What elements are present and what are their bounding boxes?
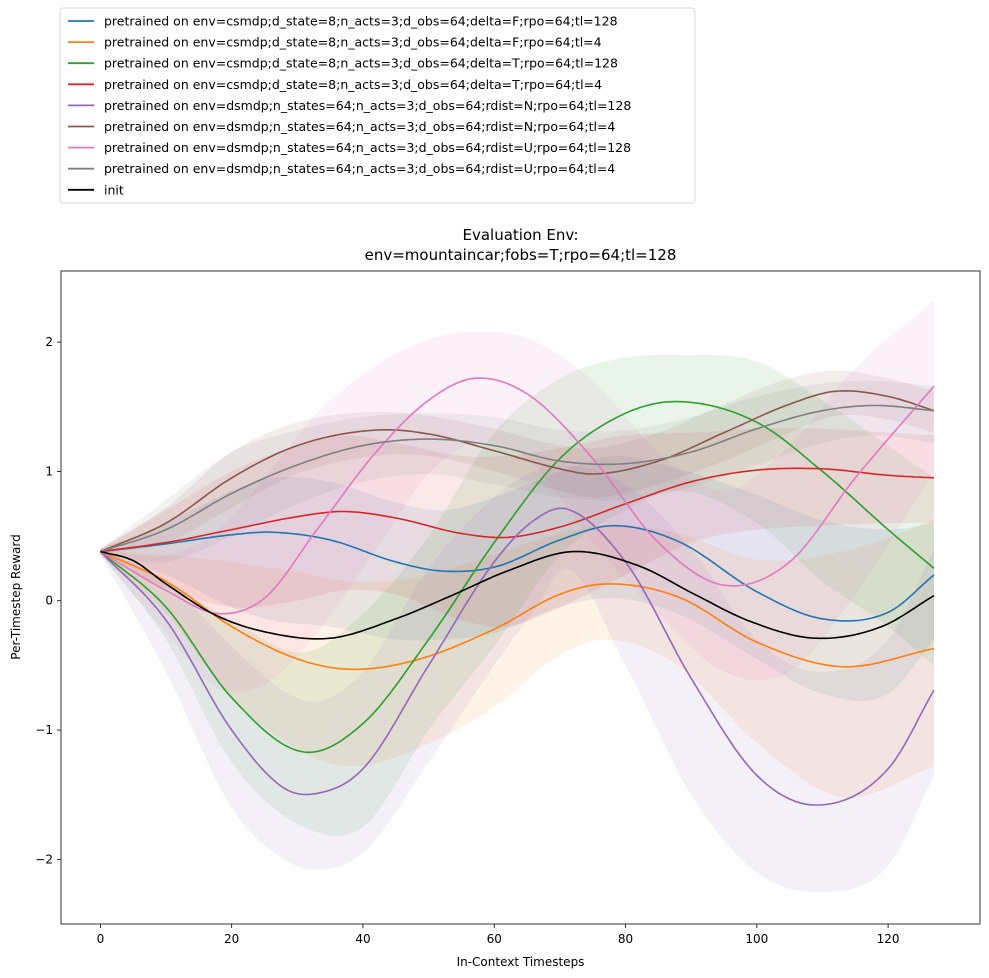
line-series-3 <box>99 400 935 754</box>
band-series-2 <box>100 520 934 798</box>
legend-label-4: pretrained on env=csmdp;d_state=8;n_acts… <box>104 77 602 92</box>
line-series-5 <box>99 507 935 806</box>
band-series-5 <box>100 464 934 892</box>
y-tick-label-5: 2 <box>45 335 53 349</box>
legend-label-1: pretrained on env=csmdp;d_state=8;n_acts… <box>104 14 618 29</box>
line-series-6 <box>100 389 935 553</box>
legend-label-9: init <box>104 182 124 197</box>
plot-frame <box>60 270 981 925</box>
x-tick-label-2: 20 <box>224 932 239 946</box>
band-series-1 <box>100 455 934 702</box>
line-series-1 <box>100 524 935 622</box>
y-axis-ticks: −2 −1 0 1 2 <box>35 335 61 866</box>
y-tick-label-4: 1 <box>45 464 53 478</box>
legend: pretrained on env=csmdp;d_state=8;n_acts… <box>59 7 696 204</box>
legend-label-6: pretrained on env=dsmdp;n_states=64;n_ac… <box>104 119 615 134</box>
line-series-4 <box>100 467 935 553</box>
legend-label-5: pretrained on env=dsmdp;n_states=64;n_ac… <box>104 98 631 113</box>
chart-title: Evaluation Env: <box>462 226 578 244</box>
band-series-6 <box>100 370 934 555</box>
line-series-8 <box>100 404 935 553</box>
legend-label-3: pretrained on env=csmdp;d_state=8;n_acts… <box>104 56 618 71</box>
legend-label-8: pretrained on env=dsmdp;n_states=64;n_ac… <box>104 161 615 176</box>
y-axis-label: Per-Timestep Reward <box>9 534 23 659</box>
band-series-7 <box>100 300 934 693</box>
band-series-4 <box>100 428 934 627</box>
series-lines <box>99 377 935 806</box>
x-tick-label-1: 0 <box>97 932 105 946</box>
legend-label-2: pretrained on env=csmdp;d_state=8;n_acts… <box>104 35 602 50</box>
legend-box <box>59 7 696 204</box>
x-axis-ticks: 0 20 40 60 80 100 120 <box>97 924 900 946</box>
line-series-7 <box>100 377 935 615</box>
x-tick-label-6: 100 <box>745 932 768 946</box>
y-tick-label-3: 0 <box>45 594 53 608</box>
x-tick-label-7: 120 <box>877 932 900 946</box>
line-series-9 <box>100 550 935 640</box>
y-tick-label-2: −1 <box>35 723 53 737</box>
legend-label-7: pretrained on env=dsmdp;n_states=64;n_ac… <box>104 140 631 155</box>
x-axis-label: In-Context Timesteps <box>457 955 585 969</box>
band-series-8 <box>100 380 934 563</box>
y-tick-label-1: −2 <box>35 852 53 866</box>
line-series-2 <box>100 550 935 671</box>
confidence-bands <box>100 300 934 892</box>
x-tick-label-3: 40 <box>355 932 370 946</box>
x-tick-label-4: 60 <box>487 932 502 946</box>
chart-subtitle: env=mountaincar;fobs=T;rpo=64;tl=128 <box>365 246 677 264</box>
x-tick-label-5: 80 <box>618 932 633 946</box>
